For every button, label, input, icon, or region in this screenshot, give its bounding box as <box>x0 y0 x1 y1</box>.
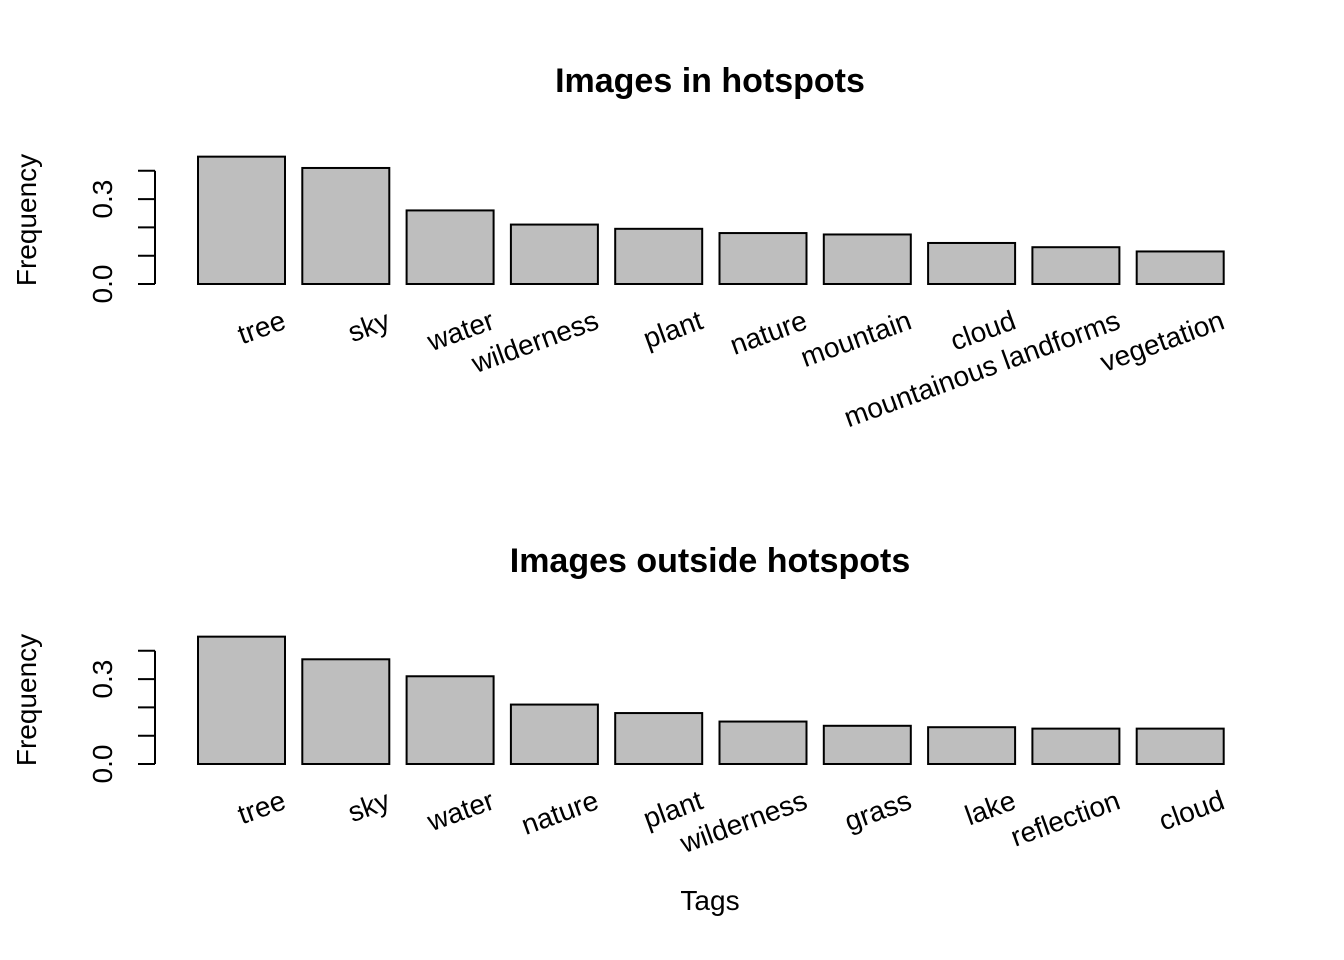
y-axis: 0.0 0.3 <box>87 649 156 784</box>
bar-tree <box>197 155 286 285</box>
y-tick-label: 0.0 <box>87 745 118 784</box>
bar-grass <box>822 724 912 765</box>
y-tick-label: 0.0 <box>87 265 118 304</box>
chart-panel-outside-hotspots: Images outside hotspots Frequency 0.0 0.3… <box>11 542 1228 916</box>
x-axis-label: Tags <box>680 885 739 916</box>
bar-mountain <box>822 233 912 286</box>
category-label: sky <box>344 305 394 348</box>
category-label: tree <box>234 305 290 351</box>
category-label: mountain <box>797 305 916 374</box>
bar-nature <box>509 703 599 766</box>
bar-plant <box>614 712 704 765</box>
bars <box>197 635 1225 766</box>
y-tick-label: 0.3 <box>87 660 118 699</box>
bar-cloud <box>1135 727 1225 765</box>
category-label: reflection <box>1007 785 1124 853</box>
bar-lake <box>927 726 1017 766</box>
bar-cloud <box>927 241 1017 285</box>
y-axis-label: Frequency <box>11 634 42 766</box>
bar-sky <box>301 658 391 765</box>
bar-water <box>405 675 495 766</box>
category-label: water <box>422 785 498 838</box>
bar-nature <box>718 232 808 285</box>
bar-tree <box>197 635 286 766</box>
chart-title: Images in hotspots <box>555 62 865 100</box>
category-label: nature <box>517 785 602 841</box>
y-axis: 0.0 0.3 <box>87 169 156 304</box>
chart-panel-hotspots: Images in hotspots Frequency 0.0 0.3 tree… <box>11 62 1228 433</box>
bar-reflection <box>1031 727 1121 765</box>
bar-mountainous-landforms <box>1031 246 1121 286</box>
category-label: plant <box>639 304 707 354</box>
bar-wilderness <box>718 720 808 765</box>
bar-sky <box>301 166 391 285</box>
y-tick-label: 0.3 <box>87 180 118 219</box>
category-label: sky <box>344 785 394 828</box>
category-label: nature <box>726 305 811 361</box>
bars <box>197 155 1225 286</box>
chart-title: Images outside hotspots <box>510 542 911 580</box>
bar-vegetation <box>1135 250 1225 285</box>
bar-wilderness <box>509 223 599 286</box>
y-axis-label: Frequency <box>11 154 42 286</box>
category-label: cloud <box>1155 785 1229 837</box>
category-label: tree <box>234 785 290 831</box>
bar-water <box>405 209 495 285</box>
bar-plant <box>614 227 704 286</box>
category-label: grass <box>840 785 915 838</box>
